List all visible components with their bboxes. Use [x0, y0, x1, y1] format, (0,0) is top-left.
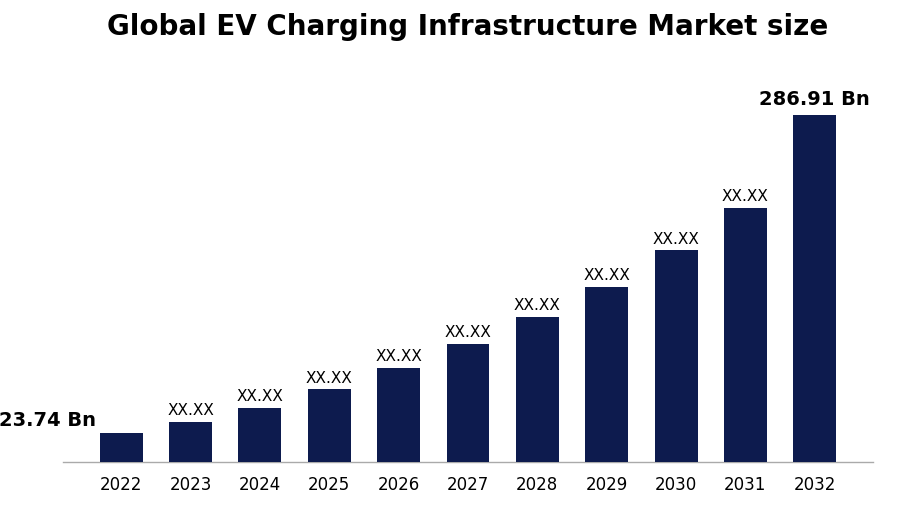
- Text: XX.XX: XX.XX: [237, 389, 284, 404]
- Bar: [585, 287, 628, 462]
- Bar: [238, 407, 282, 462]
- Title: Global EV Charging Infrastructure Market size: Global EV Charging Infrastructure Market…: [107, 13, 829, 41]
- Bar: [516, 317, 559, 462]
- Bar: [793, 115, 836, 462]
- Text: XX.XX: XX.XX: [652, 232, 699, 247]
- Text: XX.XX: XX.XX: [514, 298, 561, 313]
- Text: XX.XX: XX.XX: [445, 325, 491, 340]
- Bar: [446, 343, 490, 462]
- Text: XX.XX: XX.XX: [583, 268, 630, 283]
- Bar: [377, 368, 420, 462]
- Bar: [100, 433, 143, 462]
- Text: XX.XX: XX.XX: [375, 349, 422, 364]
- Bar: [308, 390, 351, 462]
- Text: XX.XX: XX.XX: [167, 404, 214, 418]
- Bar: [724, 208, 767, 462]
- Text: XX.XX: XX.XX: [722, 190, 769, 204]
- Text: XX.XX: XX.XX: [306, 371, 353, 386]
- Bar: [169, 422, 212, 462]
- Text: 23.74 Bn: 23.74 Bn: [0, 411, 96, 429]
- Text: 286.91 Bn: 286.91 Bn: [760, 90, 870, 109]
- Bar: [654, 250, 698, 462]
